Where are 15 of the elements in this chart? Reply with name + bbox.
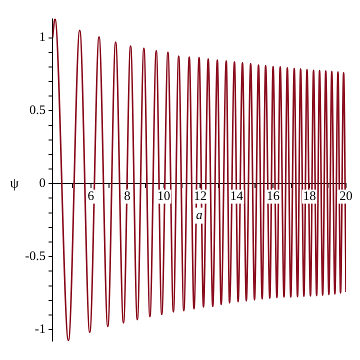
x-tick-label: 16 [266, 188, 280, 204]
y-tick-label: 0 [39, 175, 46, 190]
x-tick-label: 18 [303, 188, 316, 204]
y-axis-title: ψ [10, 176, 19, 192]
y-tick-label: 1 [39, 29, 46, 44]
x-tick-label: 6 [88, 188, 95, 204]
x-axis-title: a [196, 207, 204, 222]
x-tick-label: 20 [340, 188, 352, 204]
y-tick-label: -0.5 [24, 248, 46, 264]
x-tick-label: 12 [194, 188, 207, 204]
x-tick-label: 10 [157, 188, 170, 204]
y-tick-label: -1 [34, 320, 46, 336]
y-tick-label: 0.5 [29, 102, 46, 118]
x-tick-label: 8 [124, 188, 131, 204]
x-tick-label: 14 [230, 188, 244, 204]
